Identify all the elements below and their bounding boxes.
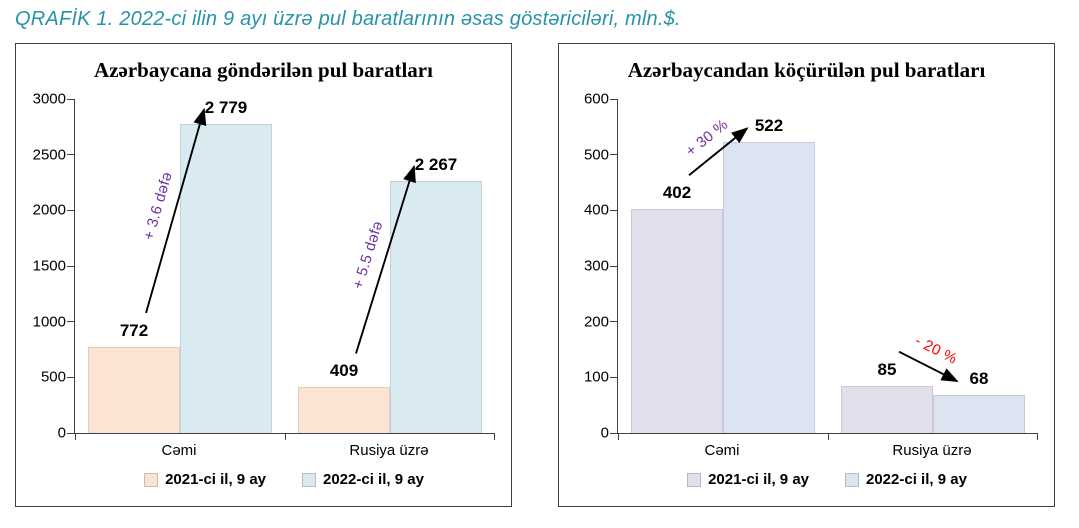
- legend-swatch: [144, 472, 159, 487]
- y-axis: 0 100 200 300 400 500 600: [573, 91, 617, 442]
- legend-item: 2022-ci il, 9 ay: [845, 471, 967, 488]
- category-axis: Cəmi Rusiya üzrə: [617, 442, 1037, 459]
- bar-Rusiya üzrə-2022-ci il, 9 ay: [390, 180, 482, 433]
- legend-item: 2021-ci il, 9 ay: [687, 471, 809, 488]
- annotation-text: + 3.6 dəfə: [139, 170, 176, 243]
- value-label: 409: [329, 361, 359, 381]
- value-label: 2 779: [204, 97, 248, 117]
- y-tick-label: 400: [583, 201, 609, 219]
- value-label: 522: [754, 116, 784, 136]
- category-label: Cəmi: [704, 442, 740, 459]
- chart-body: 0 500 1000 1500 2000 2500 3000 772 409 2 779 2 267…: [30, 91, 497, 488]
- x-tick-mark: [75, 433, 76, 440]
- y-tick-label: 100: [583, 368, 609, 386]
- value-label: 772: [119, 321, 149, 341]
- y-tick-mark: [67, 265, 75, 267]
- value-label: 68: [969, 369, 989, 389]
- bar-Cəmi-2022-ci il, 9 ay: [180, 123, 272, 433]
- chart-body: 0 100 200 300 400 500 600 402 85 522 68 + 30 % - 20 …: [573, 91, 1040, 488]
- y-tick-mark: [610, 321, 618, 323]
- y-tick-label: 1500: [32, 257, 66, 275]
- chart-title: Azərbaycana göndərilən pul baratları: [94, 58, 433, 82]
- value-label: 85: [877, 359, 897, 379]
- page: QRAFİK 1. 2022-ci ilin 9 ayı üzrə pul ba…: [15, 8, 1064, 507]
- category-label: Cəmi: [161, 442, 197, 459]
- bar-Rusiya üzrə-2021-ci il, 9 ay: [841, 385, 933, 433]
- y-tick-label: 600: [583, 90, 609, 108]
- bar-Cəmi-2021-ci il, 9 ay: [631, 209, 723, 433]
- bar-Cəmi-2022-ci il, 9 ay: [723, 142, 815, 433]
- x-tick-mark: [285, 433, 286, 440]
- legend-swatch: [302, 472, 316, 487]
- legend-label: 2021-ci il, 9 ay: [708, 471, 809, 488]
- chart-panel-sent-from-azerbaijan: Azərbaycandan köçürülən pul baratları 0 1…: [558, 43, 1055, 507]
- y-tick-label: 500: [583, 146, 609, 164]
- category-axis: Cəmi Rusiya üzrə: [74, 442, 494, 459]
- y-tick-label: 1000: [32, 313, 66, 331]
- annotation-text: + 5.5 dəfə: [349, 218, 387, 291]
- y-tick-label: 2500: [32, 146, 66, 164]
- x-tick-mark: [1037, 433, 1038, 440]
- y-tick-mark: [610, 265, 618, 267]
- y-tick-mark: [610, 154, 618, 156]
- x-tick-mark: [494, 433, 495, 440]
- y-tick-label: 200: [583, 313, 609, 331]
- y-tick-label: 2000: [32, 201, 66, 219]
- page-title: QRAFİK 1. 2022-ci ilin 9 ayı üzrə pul ba…: [15, 8, 681, 30]
- y-tick-label: 0: [57, 424, 66, 442]
- plot: 772 409 2 779 2 267 + 3.6 dəfə + 5.5 dəfə: [67, 97, 495, 440]
- legend-label: 2022-ci il, 9 ay: [323, 471, 424, 488]
- y-tick-mark: [67, 98, 75, 100]
- y-tick-mark: [67, 209, 75, 211]
- y-tick-label: 300: [583, 257, 609, 275]
- bar-Cəmi-2021-ci il, 9 ay: [88, 347, 180, 433]
- legend-item: 2021-ci il, 9 ay: [144, 471, 266, 488]
- legend: 2021-ci il, 9 ay 2022-ci il, 9 ay: [74, 471, 494, 488]
- y-tick-mark: [610, 98, 618, 100]
- legend-swatch: [845, 472, 859, 487]
- y-tick-mark: [67, 321, 75, 323]
- plot-area: 0 500 1000 1500 2000 2500 3000 772 409 2 779 2 267…: [30, 91, 497, 442]
- y-tick-label: 500: [40, 368, 66, 386]
- y-tick-label: 0: [600, 424, 609, 442]
- value-label: 2 267: [414, 154, 458, 174]
- legend-label: 2022-ci il, 9 ay: [866, 471, 967, 488]
- chart-title: Azərbaycandan köçürülən pul baratları: [627, 58, 986, 82]
- chart-panel-sent-to-azerbaijan: Azərbaycana göndərilən pul baratları 0 50…: [15, 43, 512, 507]
- plot-area: 0 100 200 300 400 500 600 402 85 522 68 + 30 % - 20 …: [573, 91, 1040, 442]
- bar-Rusiya üzrə-2022-ci il, 9 ay: [933, 395, 1025, 433]
- category-label: Rusiya üzrə: [892, 442, 972, 459]
- y-tick-label: 3000: [32, 90, 66, 108]
- legend-item: 2022-ci il, 9 ay: [302, 471, 424, 488]
- y-tick-mark: [67, 432, 75, 434]
- x-tick-mark: [618, 433, 619, 440]
- legend: 2021-ci il, 9 ay 2022-ci il, 9 ay: [617, 471, 1037, 488]
- bar-Rusiya üzrə-2021-ci il, 9 ay: [298, 387, 390, 433]
- y-axis: 0 500 1000 1500 2000 2500 3000: [30, 91, 74, 442]
- legend-swatch: [687, 472, 702, 487]
- y-tick-mark: [610, 209, 618, 211]
- y-tick-mark: [610, 432, 618, 434]
- value-label: 402: [662, 183, 692, 203]
- y-tick-mark: [610, 376, 618, 378]
- x-tick-mark: [828, 433, 829, 440]
- legend-label: 2021-ci il, 9 ay: [165, 471, 266, 488]
- charts-row: Azərbaycana göndərilən pul baratları 0 50…: [15, 43, 1064, 507]
- plot: 402 85 522 68 + 30 % - 20 %: [610, 98, 1038, 440]
- y-tick-mark: [67, 376, 75, 378]
- category-label: Rusiya üzrə: [349, 442, 429, 459]
- y-tick-mark: [67, 154, 75, 156]
